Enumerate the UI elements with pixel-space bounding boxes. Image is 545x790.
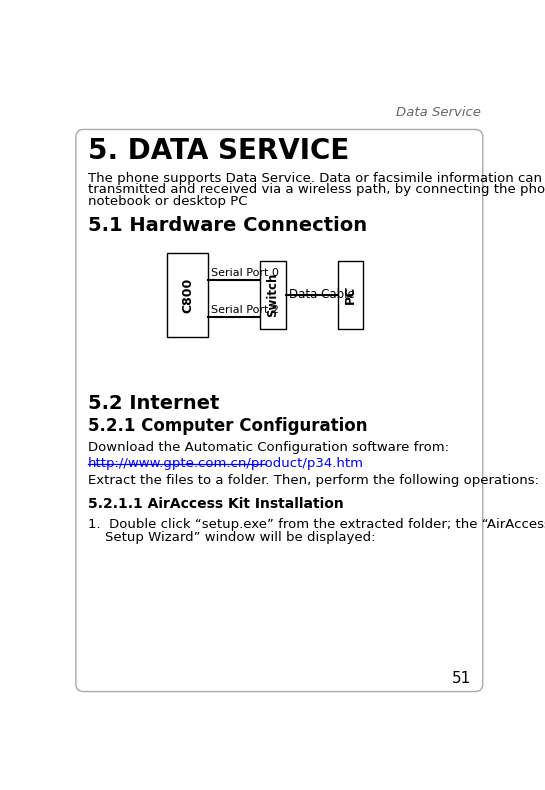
Text: transmitted and received via a wireless path, by connecting the phone to a: transmitted and received via a wireless …	[88, 183, 545, 197]
Text: The phone supports Data Service. Data or facsimile information can be: The phone supports Data Service. Data or…	[88, 171, 545, 185]
Text: Download the Automatic Configuration software from:: Download the Automatic Configuration sof…	[88, 442, 449, 454]
Bar	[338, 261, 364, 329]
FancyBboxPatch shape	[76, 130, 483, 691]
Text: Serial Port 0: Serial Port 0	[211, 268, 278, 278]
Text: notebook or desktop PC: notebook or desktop PC	[88, 195, 247, 208]
Text: Setup Wizard” window will be displayed:: Setup Wizard” window will be displayed:	[88, 531, 375, 544]
Text: 1.  Double click “setup.exe” from the extracted folder; the “AirAccess Kit: 1. Double click “setup.exe” from the ext…	[88, 518, 545, 532]
Text: 5.2.1.1 AirAccess Kit Installation: 5.2.1.1 AirAccess Kit Installation	[88, 497, 343, 511]
Text: 5.2 Internet: 5.2 Internet	[88, 393, 219, 412]
Text: C800: C800	[181, 277, 194, 313]
Text: 5.1 Hardware Connection: 5.1 Hardware Connection	[88, 216, 367, 235]
Text: 5. DATA SERVICE: 5. DATA SERVICE	[88, 137, 349, 165]
Text: Data Service: Data Service	[396, 107, 481, 119]
Text: Extract the files to a folder. Then, perform the following operations:: Extract the files to a folder. Then, per…	[88, 474, 538, 487]
Text: Serial Port 2: Serial Port 2	[211, 305, 278, 315]
Text: 5.2.1 Computer Configuration: 5.2.1 Computer Configuration	[88, 416, 367, 435]
Bar	[167, 254, 208, 337]
Text: 51: 51	[452, 672, 471, 687]
Text: Data Cable: Data Cable	[289, 288, 355, 302]
Text: http://www.gpte.com.cn/product/p34.htm: http://www.gpte.com.cn/product/p34.htm	[88, 457, 364, 470]
Text: Switch: Switch	[267, 273, 280, 318]
Text: PC: PC	[344, 286, 357, 304]
Bar	[261, 261, 286, 329]
